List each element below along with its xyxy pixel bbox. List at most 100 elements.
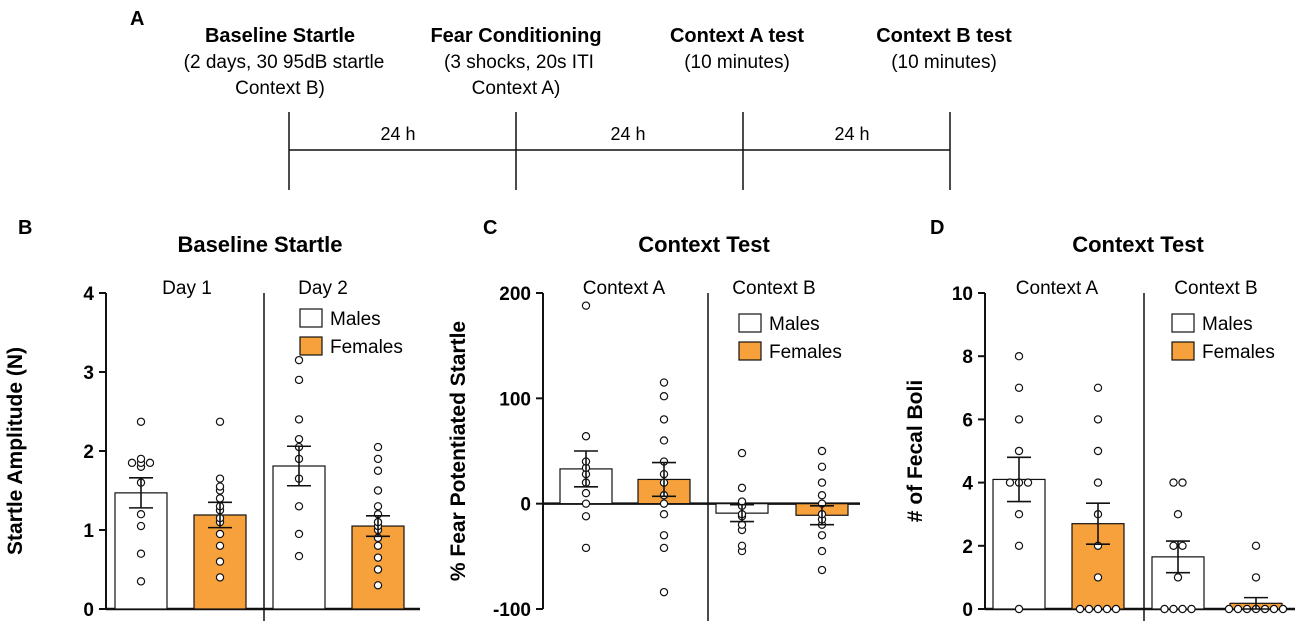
data-point <box>659 499 669 508</box>
legend-label: Males <box>1202 314 1253 335</box>
phase-title-2: Fear Conditioning <box>430 25 601 47</box>
data-point <box>1178 478 1187 487</box>
legend-label: Males <box>769 314 820 335</box>
data-point <box>1269 604 1279 614</box>
y-tick-label: 3 <box>83 363 94 384</box>
data-point <box>136 510 146 519</box>
data-point <box>659 531 669 540</box>
data-point <box>1023 478 1033 487</box>
data-point <box>215 557 225 566</box>
timeline: Baseline Startle (2 days, 30 95dB startl… <box>184 25 1012 190</box>
legend-label: Females <box>1202 342 1275 363</box>
data-point <box>373 541 383 551</box>
phase-line2-1: Context B) <box>235 78 325 99</box>
data-point <box>581 543 591 553</box>
data-point <box>1014 604 1024 614</box>
data-point <box>659 436 669 445</box>
y-tick-label: -100 <box>493 600 531 621</box>
phase-title-1: Baseline Startle <box>205 25 355 47</box>
panel-letter-b: B <box>18 217 32 239</box>
data-point <box>581 301 591 310</box>
data-point <box>659 510 669 519</box>
data-point <box>136 417 146 426</box>
data-point <box>294 355 304 365</box>
data-point <box>215 541 225 551</box>
y-tick-label: 10 <box>952 284 973 305</box>
phase-line2-2: Context A) <box>472 78 561 99</box>
data-point <box>136 549 146 558</box>
interval-label-1: 24 h <box>380 124 415 144</box>
data-point <box>1093 478 1103 487</box>
data-point <box>294 502 304 511</box>
phase-line1-3: (10 minutes) <box>684 52 790 73</box>
legend-swatch-males <box>1171 313 1195 333</box>
data-point <box>737 483 747 493</box>
data-point <box>215 529 225 539</box>
phase-title-4: Context B test <box>876 25 1012 47</box>
legend-label: Females <box>769 342 842 363</box>
legend-swatch-females <box>299 336 323 356</box>
data-point <box>373 442 383 452</box>
y-tick-label: 8 <box>962 347 973 368</box>
data-point <box>581 512 591 521</box>
chart-panel-c: Context Test % Fear Potentiated Startle -1… <box>447 232 860 621</box>
y-axis-label: % Fear Potentiated Startle <box>447 321 470 581</box>
interval-label-2: 24 h <box>610 124 645 144</box>
data-point <box>127 458 137 468</box>
data-point <box>373 486 383 495</box>
data-point <box>1014 446 1024 456</box>
data-point <box>1169 541 1178 551</box>
data-point <box>1102 604 1112 614</box>
data-point <box>294 551 304 561</box>
y-tick-label: 6 <box>962 410 973 431</box>
legend-swatch-males <box>738 313 762 333</box>
data-point <box>581 432 591 441</box>
data-point <box>1173 573 1183 582</box>
data-point <box>1093 415 1103 424</box>
y-tick-label: 0 <box>962 600 973 621</box>
phase-line1-1: (2 days, 30 95dB startle <box>184 52 385 73</box>
y-tick-label: 4 <box>83 284 94 305</box>
data-point <box>373 581 383 590</box>
data-point <box>1224 604 1234 614</box>
data-point <box>1014 510 1024 519</box>
data-point <box>294 375 304 385</box>
bar-charts: Baseline Startle Startle Amplitude (N) 0 1 2… <box>4 232 1295 621</box>
y-tick-label: 200 <box>499 284 531 305</box>
data-point <box>1014 415 1024 424</box>
data-point <box>1251 573 1261 582</box>
data-point <box>659 587 669 597</box>
y-axis-label: # of Fecal Boli <box>904 380 927 522</box>
y-tick-label: 1 <box>83 521 94 542</box>
chart-title: Baseline Startle <box>177 232 342 257</box>
data-point <box>1093 383 1103 392</box>
data-point <box>373 553 383 562</box>
data-point <box>294 415 304 424</box>
y-tick-label: 0 <box>83 600 94 621</box>
data-point <box>1014 541 1024 551</box>
data-point <box>136 577 146 586</box>
data-point <box>215 474 225 483</box>
y-tick-label: 0 <box>520 495 531 516</box>
data-point <box>294 434 304 444</box>
data-point <box>1251 541 1261 551</box>
data-point <box>373 466 383 475</box>
data-point <box>1084 604 1094 614</box>
data-point <box>373 565 383 574</box>
data-point <box>581 488 591 498</box>
y-tick-label: 100 <box>499 389 531 410</box>
data-point <box>136 454 146 464</box>
legend-swatch-females <box>1171 341 1195 361</box>
data-point <box>136 521 146 531</box>
data-point <box>581 499 591 508</box>
interval-label-3: 24 h <box>834 124 869 144</box>
data-point <box>659 415 669 424</box>
data-point <box>1233 604 1243 614</box>
phase-line1-4: (10 minutes) <box>891 52 997 73</box>
data-point <box>817 446 827 456</box>
data-point <box>1005 478 1015 487</box>
data-point <box>1178 541 1187 551</box>
data-point <box>659 378 669 387</box>
data-point <box>215 573 225 582</box>
